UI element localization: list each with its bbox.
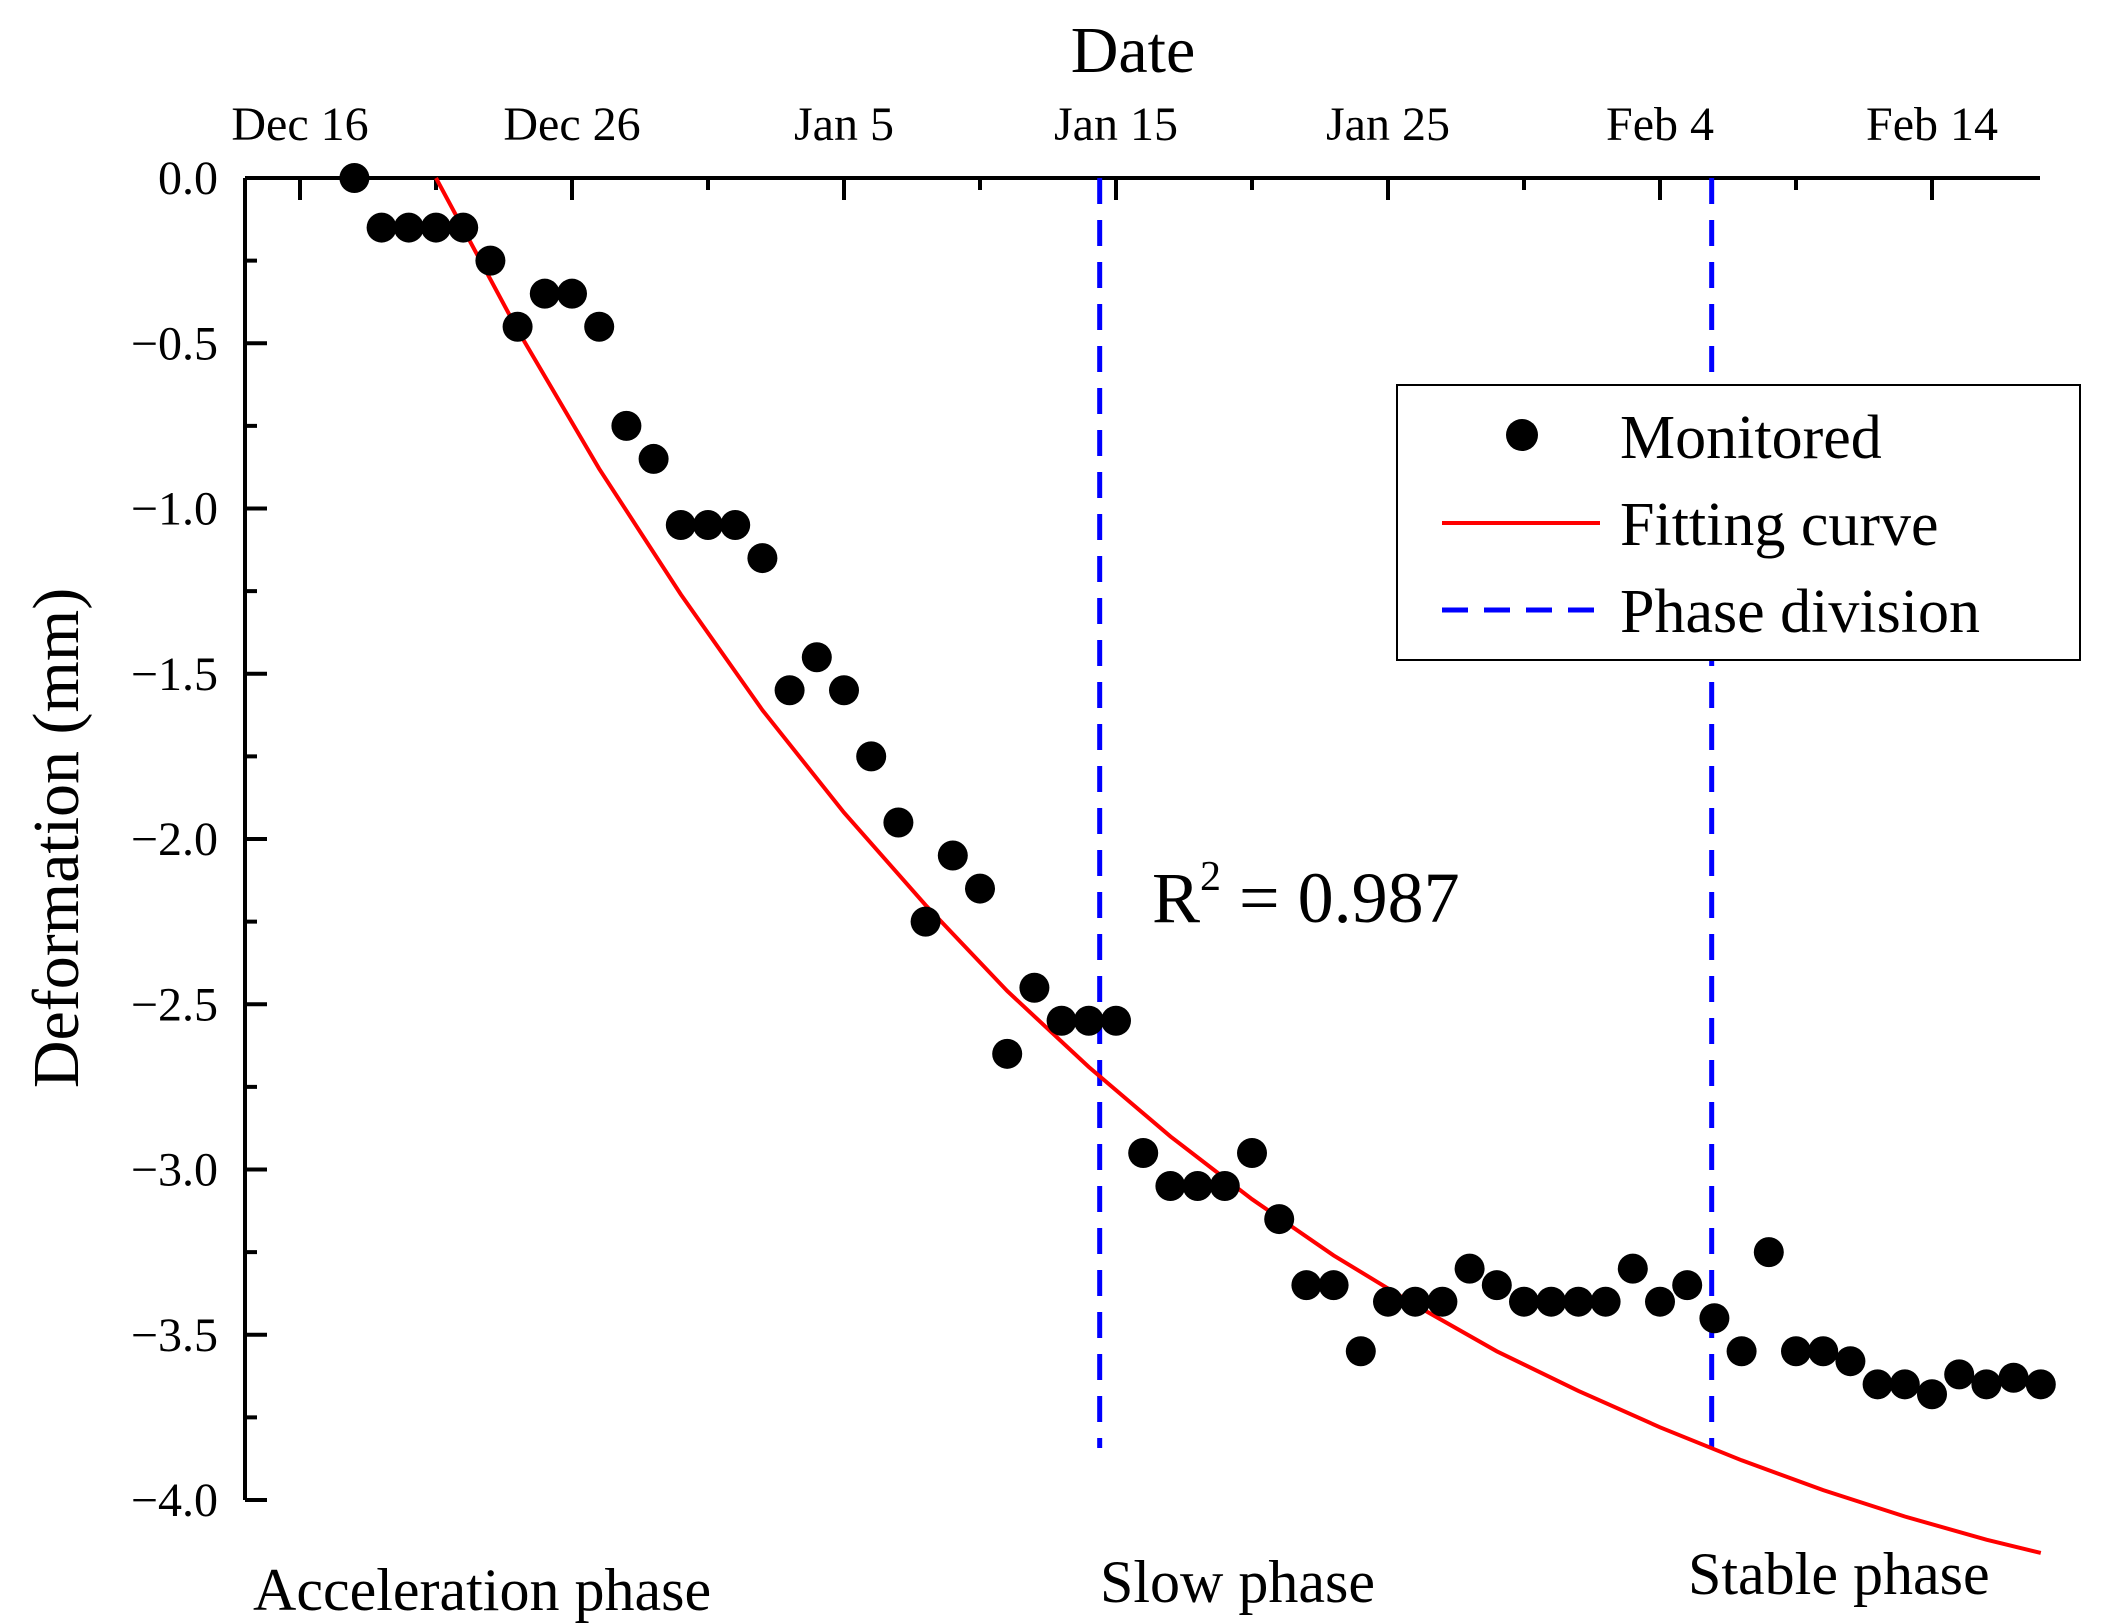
monitored-point [1019, 972, 1050, 1003]
y-tick-label: −2.0 [131, 813, 218, 866]
monitored-point [747, 543, 778, 574]
monitored-point [1481, 1270, 1512, 1301]
monitored-point [1237, 1137, 1267, 1168]
monitored-point [1373, 1286, 1403, 1317]
monitored-point [1998, 1362, 2029, 1393]
monitored-point [1889, 1369, 1920, 1400]
monitored-point [638, 443, 669, 474]
monitored-point [693, 510, 723, 541]
monitored-point [1318, 1270, 1349, 1301]
monitored-point [1944, 1359, 1975, 1390]
y-tick-label: −3.0 [131, 1144, 218, 1197]
r-squared-value: = 0.987 [1221, 858, 1460, 938]
monitored-point [801, 642, 832, 673]
monitored-point [1345, 1336, 1376, 1367]
legend-marker-monitored [1506, 419, 1538, 451]
y-tick-label: −4.0 [131, 1474, 218, 1527]
monitored-point [883, 807, 914, 838]
monitored-point [1073, 1005, 1104, 1036]
monitored-point [774, 675, 805, 706]
monitored-point [1454, 1253, 1485, 1284]
monitored-point [910, 906, 941, 937]
phase-label-acceleration: Acceleration phase [253, 1557, 711, 1623]
y-tick-label: −3.5 [131, 1309, 218, 1362]
monitored-point [965, 873, 995, 904]
legend-label-fitting-curve: Fitting curve [1620, 491, 1939, 559]
monitored-point [1182, 1171, 1213, 1202]
monitored-point [1672, 1270, 1703, 1301]
r-squared-annotation: R2 = 0.987 [1152, 854, 1460, 938]
monitored-point [1509, 1286, 1539, 1317]
x-axis-title: Date [1071, 14, 1196, 87]
monitored-point [475, 245, 506, 276]
monitored-point [937, 840, 968, 871]
x-tick-label: Dec 26 [503, 98, 640, 151]
monitored-point [1971, 1369, 2002, 1400]
monitored-point [1128, 1137, 1159, 1168]
y-tick-label: −1.5 [131, 648, 218, 701]
phase-label-slow: Slow phase [1100, 1549, 1375, 1615]
monitored-point [1699, 1303, 1730, 1334]
monitored-point [665, 510, 696, 541]
monitored-point [720, 510, 751, 541]
legend-label-phase-division: Phase division [1620, 578, 1980, 646]
x-tick-label: Feb 4 [1606, 98, 1714, 151]
monitored-point [856, 741, 887, 772]
legend: Monitored Fitting curve Phase division [1396, 384, 2081, 661]
monitored-point [1917, 1379, 1947, 1410]
monitored-point [1862, 1369, 1893, 1400]
monitored-point [1753, 1237, 1784, 1268]
monitored-point [1264, 1204, 1295, 1235]
monitored-point [339, 163, 370, 193]
x-tick-label: Dec 16 [231, 98, 368, 151]
monitored-point [421, 212, 451, 243]
y-axis-title: Deformation (mm) [20, 588, 93, 1088]
monitored-point [1400, 1286, 1431, 1317]
r-squared-superscript: 2 [1200, 854, 1221, 900]
x-tick-label: Feb 14 [1866, 98, 1998, 151]
y-tick-label: −1.0 [131, 483, 218, 536]
monitored-point [502, 311, 533, 342]
legend-label-monitored: Monitored [1620, 404, 1882, 472]
r-squared-base: R [1152, 858, 1200, 938]
monitored-point [448, 212, 479, 243]
y-axis-ticks: 0.0 −0.5 −1.0 −1.5 −2.0 −2.5 −3.0 −3.5 −4.0 [131, 152, 267, 1527]
monitored-point [829, 675, 859, 706]
monitored-point [1046, 1005, 1077, 1036]
monitored-point [992, 1038, 1023, 1069]
monitored-point [1155, 1171, 1186, 1202]
fitting-curve-line [434, 177, 2042, 1555]
monitored-point [1808, 1336, 1839, 1367]
x-tick-label: Jan 5 [794, 98, 894, 151]
monitored-points [339, 163, 2056, 1410]
x-tick-label: Jan 25 [1326, 98, 1450, 151]
monitored-point [611, 410, 642, 441]
y-tick-label: −0.5 [131, 317, 218, 370]
monitored-point [584, 311, 615, 342]
monitored-point [1563, 1286, 1594, 1317]
monitored-point [1835, 1346, 1866, 1377]
monitored-point [1101, 1005, 1131, 1036]
monitored-point [1617, 1253, 1648, 1284]
phase-dividers [1097, 178, 1715, 1448]
monitored-point [557, 278, 587, 309]
y-tick-label: 0.0 [158, 152, 218, 205]
monitored-point [1291, 1270, 1322, 1301]
monitored-point [1726, 1336, 1757, 1367]
y-tick-label: −2.5 [131, 978, 218, 1031]
phase-label-stable: Stable phase [1688, 1541, 1990, 1607]
monitored-point [1209, 1171, 1240, 1202]
monitored-point [1781, 1336, 1811, 1367]
monitored-point [393, 212, 424, 243]
monitored-point [1536, 1286, 1567, 1317]
monitored-point [1645, 1286, 1675, 1317]
x-axis-ticks: Dec 16 Dec 26 Jan 5 Jan 15 Jan 25 Feb 4 Feb 14 [231, 98, 1998, 200]
monitored-point [2025, 1369, 2056, 1400]
monitored-point [1590, 1286, 1621, 1317]
monitored-point [529, 278, 560, 309]
monitored-point [366, 212, 397, 243]
monitored-point [1427, 1286, 1458, 1317]
x-tick-label: Jan 15 [1054, 98, 1178, 151]
